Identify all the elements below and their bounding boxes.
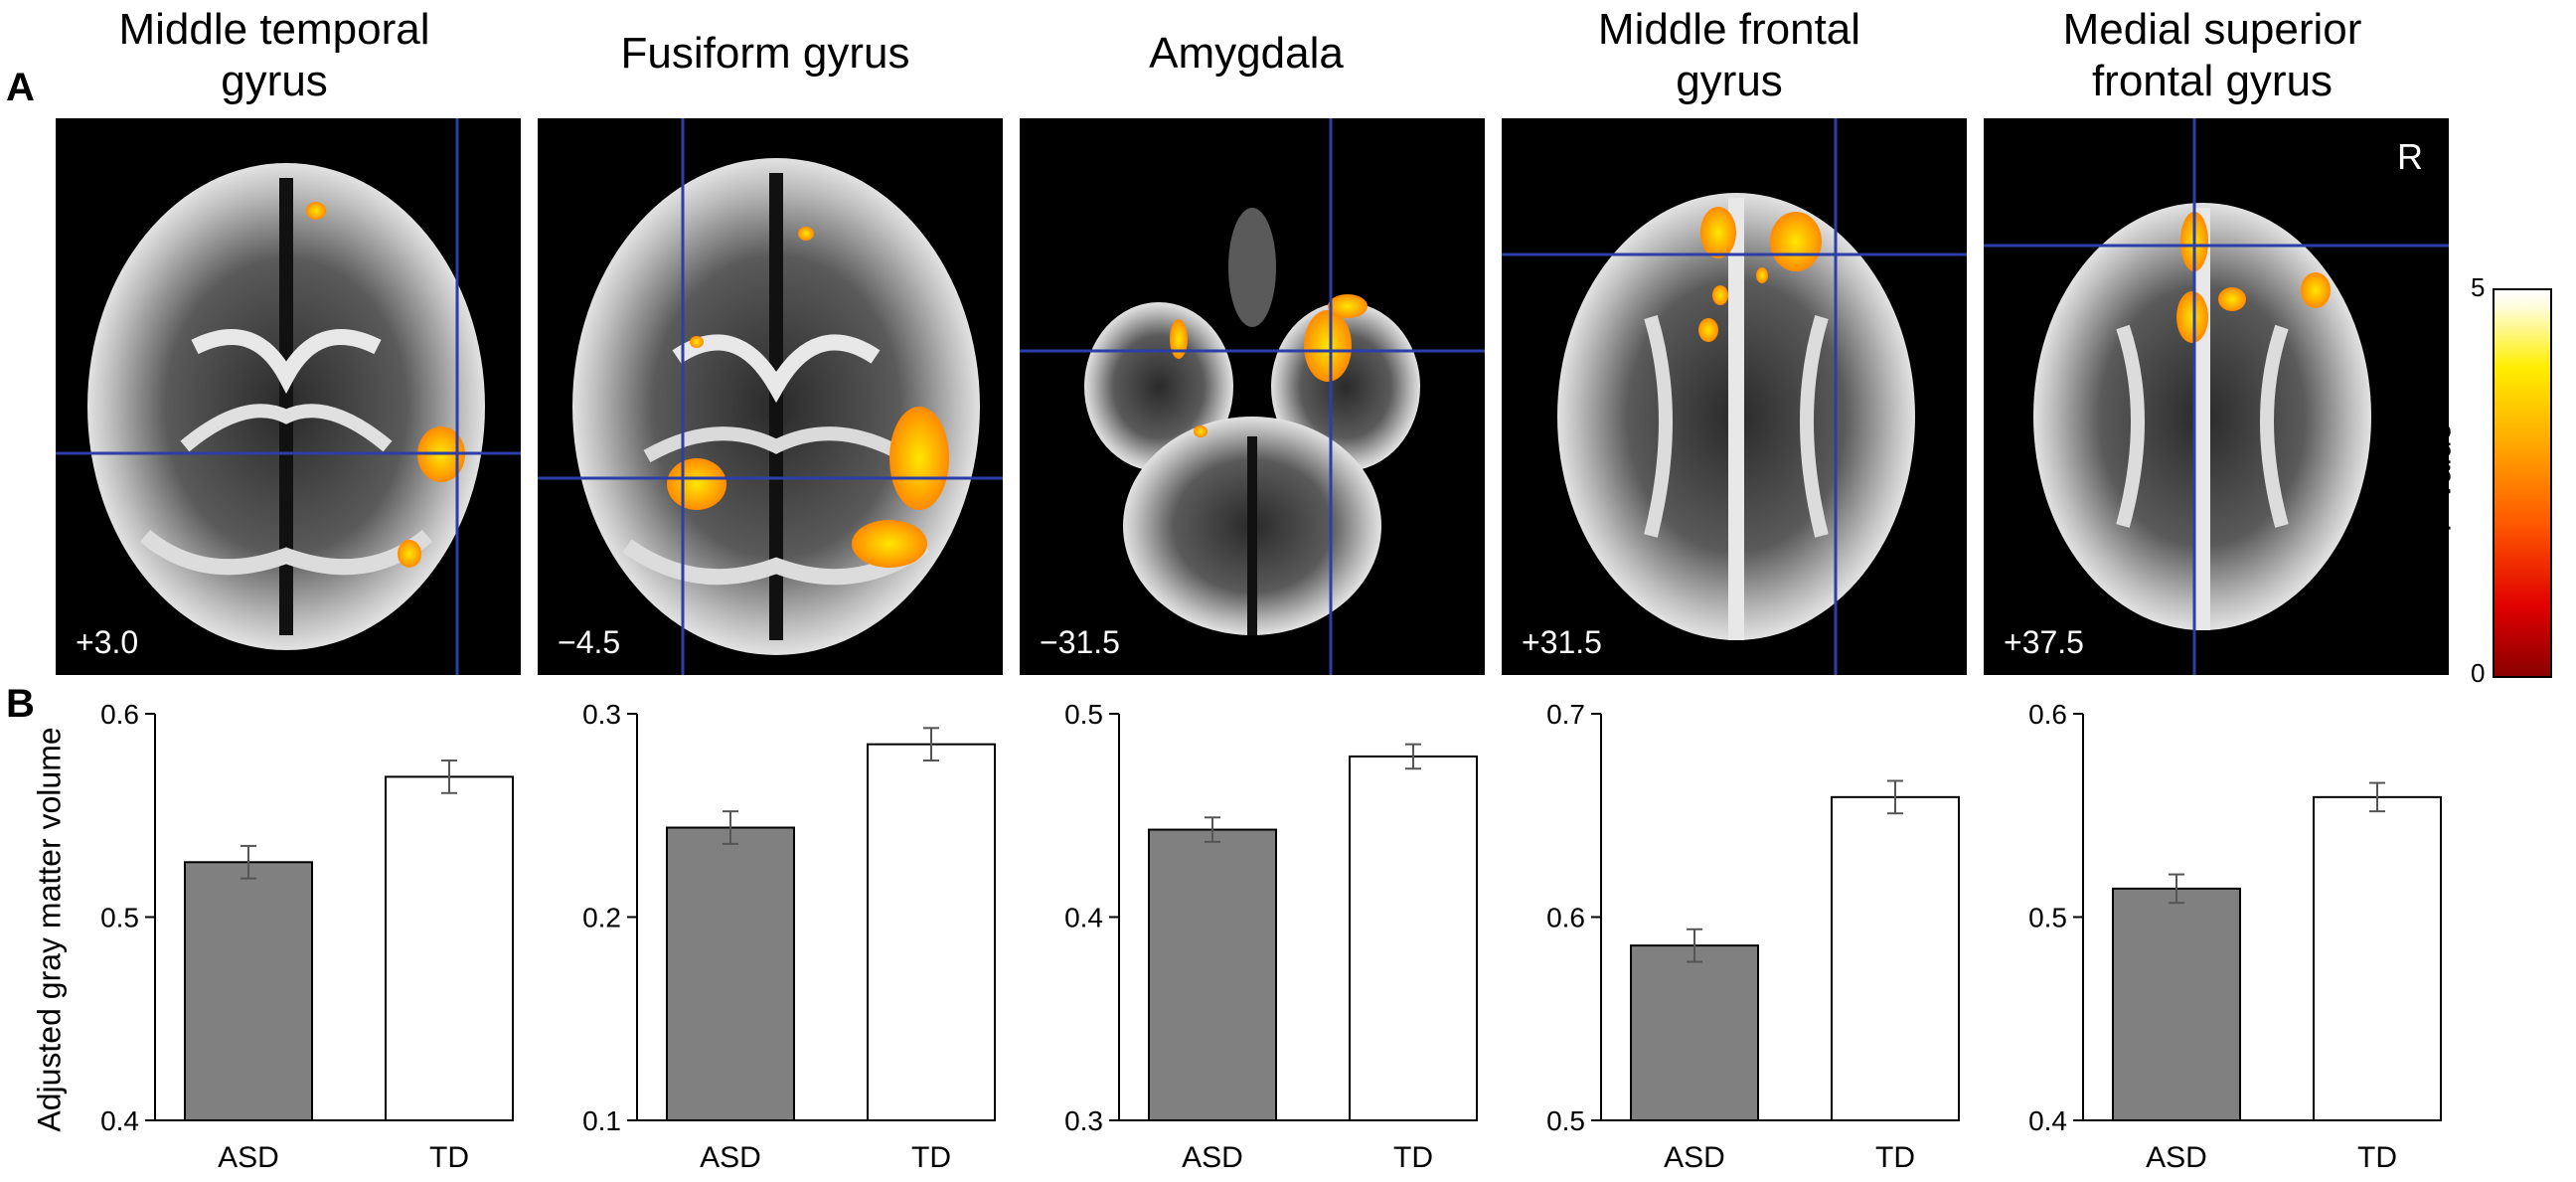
region-title-middle-frontal: Middle frontal gyrus	[1491, 4, 1968, 107]
brain-image	[538, 118, 1003, 675]
region-title-middle-temporal: Middle temporal gyrus	[36, 4, 513, 107]
bar-chart-middle-frontal: 0.5 0.6 0.7 ASD TD	[1546, 699, 1960, 1174]
brain-image	[56, 118, 521, 675]
orientation-label: R	[2397, 136, 2423, 177]
y-tick-label: 0.5	[1546, 1105, 1585, 1136]
colorbar-title-italic: T	[2421, 516, 2458, 537]
y-tick-label: 0.6	[2028, 699, 2067, 730]
x-category-label: TD	[2357, 1141, 2397, 1174]
bar-asd	[1630, 944, 1759, 1121]
y-tick-label: 0.5	[2028, 903, 2067, 933]
bar-chart-amygdala: 0.3 0.4 0.5 ASD TD	[1064, 699, 1478, 1174]
bar-asd	[1148, 828, 1277, 1121]
x-category-label: TD	[429, 1141, 469, 1174]
bar-td	[2313, 795, 2442, 1121]
bar-td	[867, 743, 996, 1122]
brain-image	[1984, 118, 2449, 675]
title-line: Amygdala	[1149, 29, 1344, 78]
bar-asd	[184, 861, 313, 1121]
title-line: Middle temporal	[118, 5, 430, 54]
title-line: Middle frontal	[1597, 5, 1861, 54]
colorbar-title: T–value	[2421, 423, 2458, 537]
panel-label-a: A	[6, 66, 35, 109]
slice-coordinate-label: +31.5	[1522, 624, 1602, 660]
region-title-amygdala: Amygdala	[1008, 28, 1485, 80]
bar-td	[385, 775, 514, 1122]
slice-coordinate-label: +37.5	[2004, 624, 2084, 660]
y-tick-label: 0.1	[582, 1105, 621, 1136]
brain-slice-middle-frontal: +31.5	[1502, 118, 1967, 675]
brain-image	[1020, 118, 1485, 675]
title-line: gyrus	[221, 57, 328, 105]
bar-chart-middle-temporal: 0.4 0.5 0.6 ASD TD	[100, 699, 514, 1174]
x-category-label: TD	[1393, 1141, 1433, 1174]
slice-coordinate-label: −4.5	[558, 624, 621, 660]
x-category-label: ASD	[218, 1141, 279, 1174]
brain-slice-fusiform: −4.5	[538, 118, 1003, 675]
colorbar-tick-min: 0	[2471, 658, 2486, 688]
x-category-label: ASD	[700, 1141, 761, 1174]
region-title-medial-superior-frontal: Medial superior frontal gyrus	[1974, 4, 2451, 107]
colorbar-tick-max: 5	[2471, 272, 2486, 302]
bar-chart-medial-superior-frontal: 0.4 0.5 0.6 ASD TD	[2028, 699, 2442, 1174]
y-axis-label: Adjusted gray matter volume	[31, 727, 68, 1132]
bar-td	[1349, 755, 1478, 1121]
brain-slice-middle-temporal: +3.0	[56, 118, 521, 675]
y-tick-label: 0.5	[100, 903, 139, 933]
y-tick-label: 0.6	[1546, 903, 1585, 933]
slice-coordinate-label: +3.0	[76, 624, 139, 660]
slice-coordinate-label: −31.5	[1040, 624, 1120, 660]
y-tick-label: 0.4	[2028, 1105, 2067, 1136]
x-category-label: ASD	[1664, 1141, 1725, 1174]
x-category-label: TD	[1875, 1141, 1915, 1174]
panel-label-b: B	[6, 682, 35, 726]
bar-td	[1831, 795, 1960, 1121]
title-line: Medial superior	[2062, 5, 2362, 54]
y-tick-label: 0.4	[1064, 903, 1103, 933]
bar-asd	[666, 826, 795, 1122]
x-category-label: TD	[911, 1141, 951, 1174]
x-category-label: ASD	[1182, 1141, 1243, 1174]
y-tick-label: 0.6	[100, 699, 139, 730]
title-line: gyrus	[1676, 57, 1783, 105]
colorbar-title-rest: –value	[2421, 422, 2458, 517]
title-line: frontal gyrus	[2091, 57, 2334, 105]
y-tick-label: 0.4	[100, 1105, 139, 1136]
y-tick-label: 0.7	[1546, 699, 1585, 730]
x-category-label: ASD	[2146, 1141, 2207, 1174]
brain-slice-amygdala: −31.5	[1020, 118, 1485, 675]
y-tick-label: 0.3	[1064, 1105, 1103, 1136]
y-tick-label: 0.5	[1064, 699, 1103, 730]
bar-asd	[2112, 887, 2241, 1121]
y-tick-label: 0.2	[582, 903, 621, 933]
bar-chart-fusiform: 0.1 0.2 0.3 ASD TD	[582, 699, 996, 1174]
y-tick-label: 0.3	[582, 699, 621, 730]
brain-image	[1502, 118, 1967, 675]
colorbar	[2493, 288, 2552, 678]
title-line: Fusiform gyrus	[620, 29, 910, 78]
brain-slice-medial-superior-frontal: +37.5 R	[1984, 118, 2449, 675]
region-title-fusiform: Fusiform gyrus	[527, 28, 1004, 80]
